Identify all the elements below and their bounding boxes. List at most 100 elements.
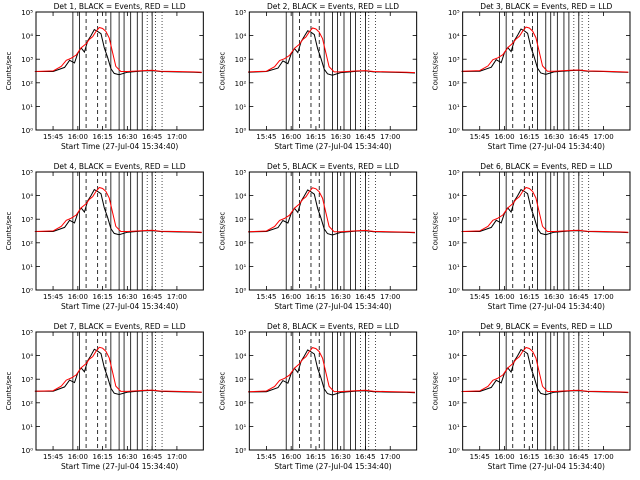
panel-title: Det 3, BLACK = Events, RED = LLD: [480, 2, 612, 11]
x-tick-label: 16:30: [544, 133, 564, 141]
x-tick-label: 15:45: [470, 133, 490, 141]
x-tick-label: 16:00: [494, 133, 514, 141]
y-axis-label: Counts/sec: [5, 212, 13, 251]
plot-frame: [462, 11, 631, 131]
y-tick-label: 10²: [235, 240, 247, 248]
y-tick-label: 10⁴: [235, 353, 247, 361]
y-tick-label: 10⁴: [448, 353, 460, 361]
y-tick-label: 10³: [21, 56, 33, 64]
x-tick-label: 16:15: [93, 293, 113, 301]
x-tick-label: 17:00: [167, 133, 187, 141]
x-tick-label: 16:15: [306, 293, 326, 301]
series-line-lld: [248, 187, 416, 233]
x-axis-label: Start Time (27-Jul-04 15:34:40): [488, 302, 605, 311]
x-tick-label: 16:30: [331, 453, 351, 461]
x-tick-label: 15:45: [470, 453, 490, 461]
y-tick-label: 10¹: [448, 263, 460, 271]
x-tick-label: 15:45: [256, 453, 276, 461]
y-tick-label: 10²: [21, 400, 33, 408]
y-tick-label: 10²: [21, 80, 33, 88]
x-tick-label: 16:45: [355, 133, 375, 141]
x-tick-label: 16:30: [117, 133, 137, 141]
y-tick-label: 10⁵: [448, 169, 460, 177]
plot-frame: [35, 171, 204, 291]
y-axis-label: Counts/sec: [218, 372, 226, 411]
x-axis-label: Start Time (27-Jul-04 15:34:40): [488, 462, 605, 471]
chart-panel-det-2: 10⁰ 10¹ 10² 10³ 10⁴ 10⁵ 15:45 16:00 16:15 16:30 16…: [218, 2, 418, 151]
plot-frame: [462, 171, 631, 291]
chart-panel-det-5: 10⁰ 10¹ 10² 10³ 10⁴ 10⁵ 15:45 16:00 16:15 16:30 16…: [218, 162, 418, 311]
x-tick-label: 16:00: [68, 293, 88, 301]
series-line-lld: [461, 26, 629, 73]
x-tick-label: 16:30: [117, 453, 137, 461]
y-axis-label: Counts/sec: [5, 372, 13, 411]
panel-title: Det 8, BLACK = Events, RED = LLD: [267, 322, 399, 331]
x-tick-label: 17:00: [167, 293, 187, 301]
x-tick-label: 17:00: [167, 453, 187, 461]
chart-panel-det-8: 10⁰ 10¹ 10² 10³ 10⁴ 10⁵ 15:45 16:00 16:15 16:30 16…: [218, 322, 418, 471]
y-tick-label: 10²: [448, 240, 460, 248]
x-tick-label: 15:45: [256, 133, 276, 141]
x-axis-label: Start Time (27-Jul-04 15:34:40): [61, 462, 178, 471]
x-tick-label: 16:00: [68, 133, 88, 141]
x-axis-label: Start Time (27-Jul-04 15:34:40): [61, 302, 178, 311]
y-axis-label: Counts/sec: [218, 212, 226, 251]
chart-panel-det-3: 10⁰ 10¹ 10² 10³ 10⁴ 10⁵ 15:45 16:00 16:15 16:30 16…: [432, 2, 631, 151]
y-tick-label: 10³: [448, 376, 460, 384]
x-tick-label: 16:45: [142, 133, 162, 141]
series-line-lld: [248, 347, 416, 393]
chart-panel-det-1: 10⁰ 10¹ 10² 10³ 10⁴ 10⁵ 15:45 16:00 16:15 16:30 16…: [5, 2, 204, 151]
panel-title: Det 1, BLACK = Events, RED = LLD: [54, 2, 186, 11]
x-axis-label: Start Time (27-Jul-04 15:34:40): [274, 462, 391, 471]
y-tick-label: 10³: [448, 56, 460, 64]
x-tick-label: 17:00: [380, 133, 400, 141]
x-tick-label: 16:00: [494, 453, 514, 461]
x-tick-label: 16:45: [355, 453, 375, 461]
y-tick-label: 10¹: [21, 263, 33, 271]
x-tick-label: 15:45: [256, 293, 276, 301]
x-axis-label: Start Time (27-Jul-04 15:34:40): [274, 302, 391, 311]
x-tick-label: 15:45: [43, 293, 63, 301]
y-tick-label: 10⁵: [235, 329, 247, 337]
y-tick-label: 10³: [235, 216, 247, 224]
y-tick-label: 10¹: [21, 103, 33, 111]
y-tick-label: 10⁵: [21, 9, 33, 17]
x-tick-label: 16:15: [306, 453, 326, 461]
plot-frame: [248, 171, 418, 291]
plot-frame: [35, 11, 204, 131]
y-tick-label: 10⁰: [448, 447, 460, 455]
x-axis-label: Start Time (27-Jul-04 15:34:40): [488, 142, 605, 151]
x-tick-label: 16:30: [544, 453, 564, 461]
y-tick-label: 10⁰: [235, 447, 247, 455]
x-tick-label: 16:00: [68, 453, 88, 461]
x-tick-label: 17:00: [380, 453, 400, 461]
x-tick-label: 16:30: [117, 293, 137, 301]
y-tick-label: 10²: [448, 80, 460, 88]
series-line-lld: [461, 346, 629, 393]
x-tick-label: 16:45: [355, 293, 375, 301]
y-tick-label: 10⁰: [21, 287, 33, 295]
x-tick-label: 16:00: [494, 293, 514, 301]
y-tick-label: 10⁵: [235, 9, 247, 17]
x-tick-label: 17:00: [593, 133, 613, 141]
y-tick-label: 10⁰: [448, 287, 460, 295]
y-tick-label: 10⁵: [235, 169, 247, 177]
y-tick-label: 10⁵: [21, 329, 33, 337]
chart-panel-det-4: 10⁰ 10¹ 10² 10³ 10⁴ 10⁵ 15:45 16:00 16:15 16:30 16…: [5, 162, 204, 311]
panel-title: Det 2, BLACK = Events, RED = LLD: [267, 2, 399, 11]
y-tick-label: 10¹: [235, 423, 247, 431]
y-axis-label: Counts/sec: [432, 212, 440, 251]
x-tick-label: 16:30: [331, 133, 351, 141]
y-tick-label: 10¹: [21, 423, 33, 431]
y-tick-label: 10³: [448, 216, 460, 224]
y-tick-label: 10²: [21, 240, 33, 248]
chart-panel-det-6: 10⁰ 10¹ 10² 10³ 10⁴ 10⁵ 15:45 16:00 16:15 16:30 16…: [432, 162, 631, 311]
y-tick-label: 10⁰: [21, 447, 33, 455]
x-tick-label: 16:45: [142, 453, 162, 461]
x-tick-label: 16:15: [93, 453, 113, 461]
y-tick-label: 10¹: [235, 263, 247, 271]
series-line-lld: [34, 186, 202, 233]
x-tick-label: 16:45: [142, 293, 162, 301]
x-tick-label: 15:45: [470, 293, 490, 301]
